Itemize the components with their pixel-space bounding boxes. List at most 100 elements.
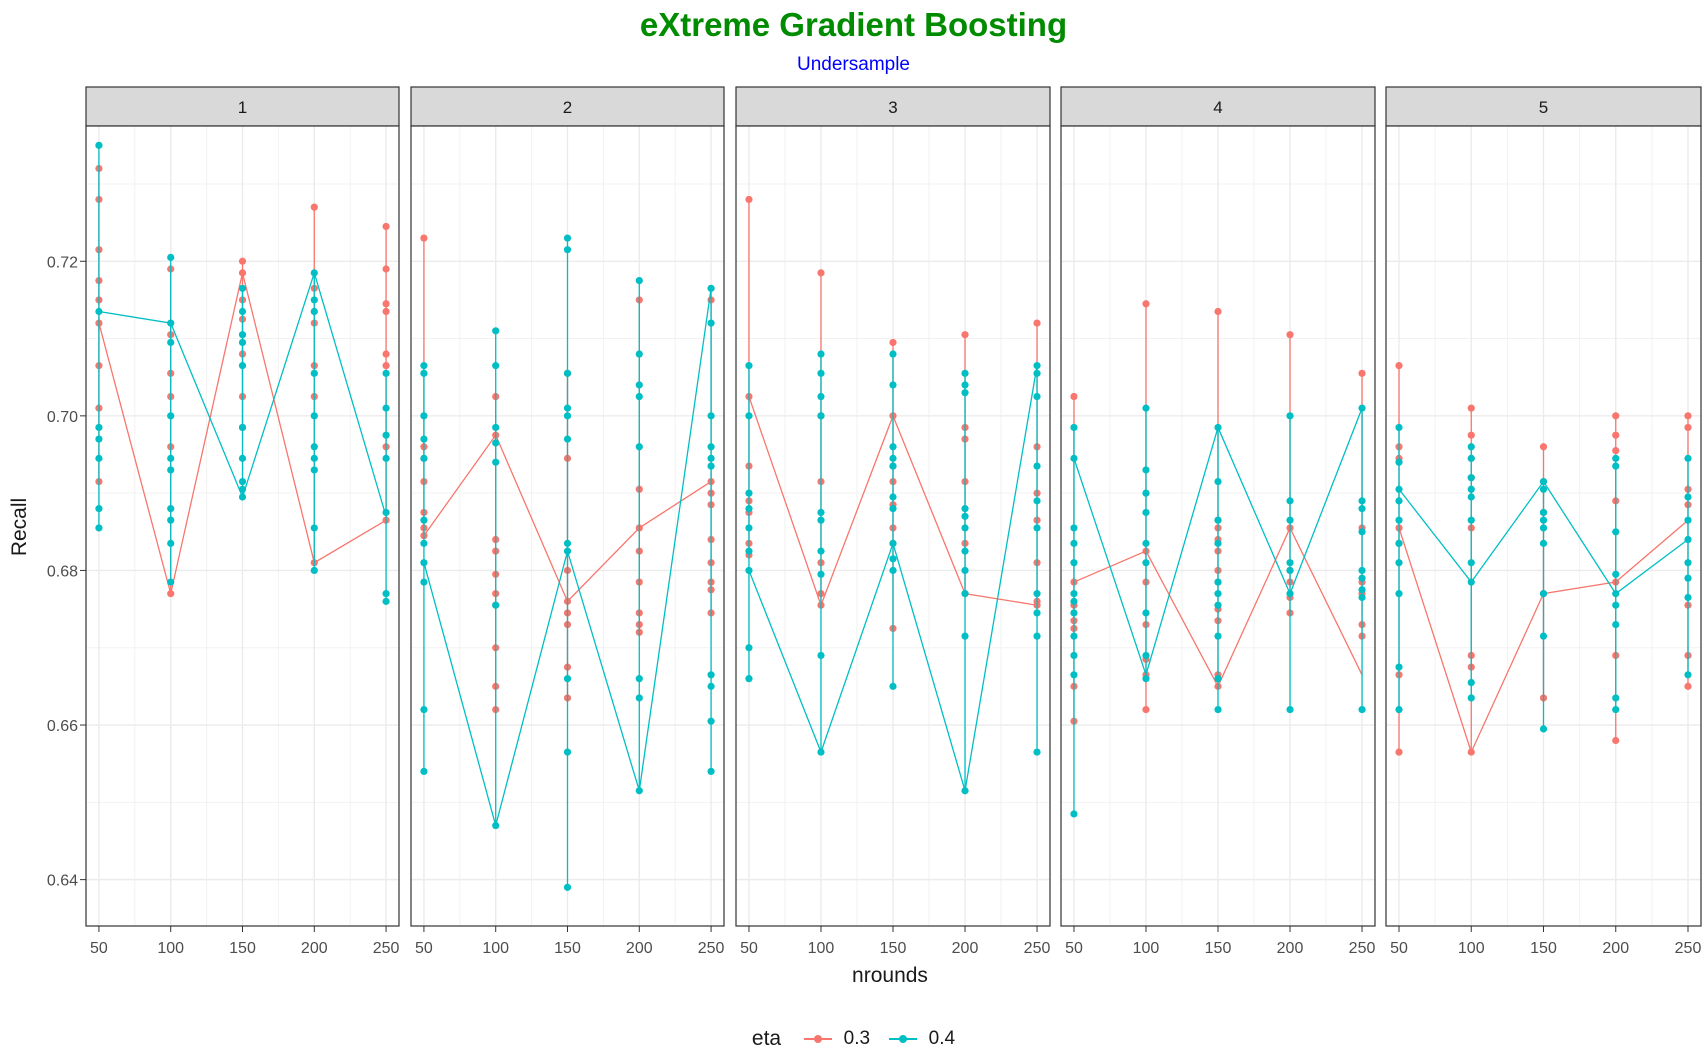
data-point [1612, 454, 1620, 462]
data-point [382, 265, 390, 273]
data-point [1684, 516, 1692, 524]
facet-strip-label: 2 [563, 98, 572, 117]
x-tick-label: 250 [698, 940, 725, 957]
data-point [1612, 447, 1620, 455]
data-point [635, 392, 643, 401]
data-point [310, 443, 318, 451]
chart-subtitle: Undersample [797, 54, 910, 75]
data-point [1467, 443, 1475, 451]
data-point [382, 222, 390, 231]
data-point [1539, 508, 1548, 517]
data-point [817, 570, 825, 578]
x-tick-label: 250 [373, 940, 400, 957]
data-point [420, 454, 428, 462]
data-point [889, 555, 897, 563]
x-tick-label: 100 [808, 940, 835, 957]
data-point [238, 454, 247, 462]
data-point [1395, 539, 1403, 547]
facet-panel-5: 5 50 100 150 200 250 [1385, 86, 1702, 957]
legend-key-0.3 [804, 1031, 833, 1047]
data-point [382, 590, 390, 598]
data-point [889, 493, 897, 501]
data-point [1142, 675, 1150, 683]
data-point [1358, 586, 1366, 594]
facet-strip-label: 1 [238, 98, 247, 117]
data-point [310, 566, 318, 575]
data-point [745, 566, 753, 575]
data-point [1539, 632, 1548, 640]
data-point [745, 675, 753, 683]
data-point [420, 705, 428, 714]
data-point [889, 566, 897, 575]
x-tick-label: 50 [740, 940, 758, 957]
data-point [1684, 593, 1692, 602]
data-point [707, 284, 715, 292]
data-point [310, 369, 318, 377]
data-point [382, 404, 390, 412]
data-point [817, 392, 825, 401]
data-point [1467, 474, 1475, 482]
y-tick-label: 0.64 [47, 873, 78, 890]
data-point [1358, 505, 1366, 513]
data-point [1214, 590, 1222, 598]
facet-strip-label: 5 [1539, 98, 1548, 117]
data-point [635, 350, 643, 358]
data-point [817, 269, 825, 277]
data-point [563, 234, 572, 242]
facet-panel-1: 150 100 150 200 250 [85, 86, 400, 957]
data-point [1142, 300, 1150, 308]
data-point [1684, 423, 1692, 432]
data-point [310, 454, 318, 462]
data-point [95, 435, 103, 443]
data-point [1214, 578, 1222, 586]
data-point [563, 404, 572, 412]
data-point [310, 203, 318, 211]
data-point [167, 466, 175, 474]
data-point [238, 423, 247, 432]
data-point [1214, 675, 1222, 683]
data-point [95, 524, 103, 532]
data-point [745, 489, 753, 497]
data-point [817, 412, 825, 420]
data-point [1214, 307, 1222, 316]
data-point [817, 350, 825, 358]
data-point [961, 331, 969, 339]
data-point [707, 682, 715, 690]
data-point [1286, 412, 1294, 420]
data-point [1612, 694, 1620, 702]
data-point [1467, 578, 1475, 586]
data-point [1358, 593, 1366, 602]
data-point [1142, 489, 1150, 497]
data-point [1033, 462, 1041, 470]
data-point [961, 590, 969, 598]
series-0.4 [1395, 423, 1692, 733]
data-point [310, 296, 318, 304]
data-point [95, 505, 103, 513]
series-0.4 [745, 350, 1041, 795]
x-tick-label: 100 [1133, 940, 1160, 957]
series-0.4 [420, 234, 715, 891]
data-point [1467, 559, 1475, 567]
x-tick-label: 200 [1277, 940, 1304, 957]
data-point [1214, 705, 1222, 714]
data-point [1539, 516, 1548, 524]
data-point [1142, 651, 1150, 660]
data-point [1286, 566, 1294, 575]
data-point [420, 539, 428, 547]
data-point [889, 381, 897, 389]
x-tick-label: 200 [301, 940, 328, 957]
data-point [1358, 369, 1366, 377]
data-point [1467, 748, 1475, 756]
data-point [1612, 431, 1620, 439]
data-point [238, 331, 247, 339]
data-point [635, 787, 643, 795]
data-point [961, 369, 969, 377]
data-point [1395, 423, 1403, 432]
data-point [1142, 539, 1150, 547]
data-point [420, 578, 428, 586]
data-point [420, 559, 428, 567]
data-point [1033, 497, 1041, 505]
legend: eta 0.3 0.4 [0, 1027, 1707, 1051]
data-point [95, 141, 103, 149]
